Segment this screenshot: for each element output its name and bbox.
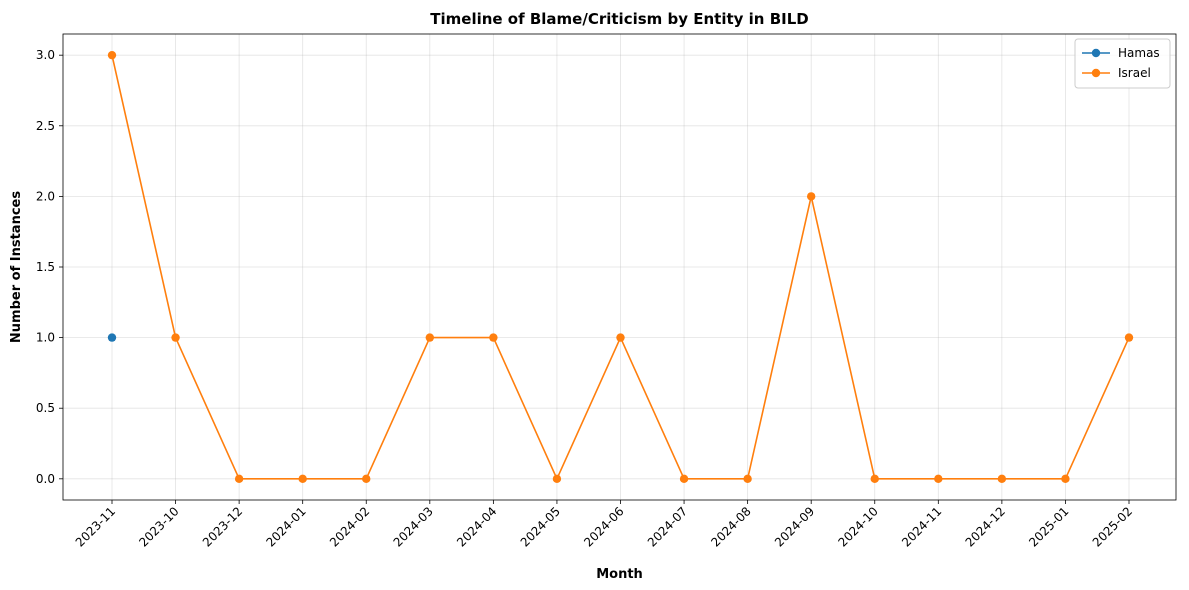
chart-title: Timeline of Blame/Criticism by Entity in… (430, 10, 808, 28)
data-point-israel (362, 474, 371, 484)
y-tick-label: 0.0 (36, 472, 55, 486)
data-point-israel (870, 474, 879, 484)
data-point-israel (616, 333, 625, 342)
data-point-israel (489, 333, 498, 342)
data-point-israel (298, 474, 307, 484)
legend-label-hamas: Hamas (1118, 46, 1160, 60)
legend: Hamas Israel (1074, 38, 1171, 89)
y-tick-label: 1.0 (36, 331, 55, 345)
data-point-israel (107, 50, 117, 60)
data-point-israel (1061, 474, 1070, 484)
y-axis: 0.0 0.5 1.0 1.5 2.0 2.5 3.0 (36, 48, 63, 486)
data-point-israel (743, 474, 752, 484)
data-point-israel (425, 333, 435, 342)
legend-marker-israel (1091, 68, 1101, 78)
y-tick-label: 2.0 (36, 189, 55, 203)
legend-marker-hamas (1091, 48, 1101, 58)
data-point-israel (806, 192, 816, 201)
x-axis-title: Month (596, 567, 643, 582)
data-point-israel (1124, 333, 1134, 342)
grid-lines (63, 34, 1176, 500)
y-tick-label: 2.5 (36, 119, 55, 133)
data-point-israel (552, 474, 562, 484)
data-point-israel (997, 474, 1007, 484)
y-tick-label: 3.0 (36, 48, 55, 62)
data-point-israel (679, 474, 689, 484)
data-point-israel (234, 474, 244, 484)
data-point-hamas (107, 333, 117, 342)
legend-label-israel: Israel (1118, 66, 1151, 80)
y-axis-title: Number of Instances (9, 191, 24, 343)
data-point-israel (934, 474, 943, 484)
data-point-israel (171, 333, 180, 342)
series-layer (107, 50, 1134, 484)
y-tick-label: 0.5 (36, 401, 55, 415)
y-tick-label: 1.5 (36, 260, 55, 274)
